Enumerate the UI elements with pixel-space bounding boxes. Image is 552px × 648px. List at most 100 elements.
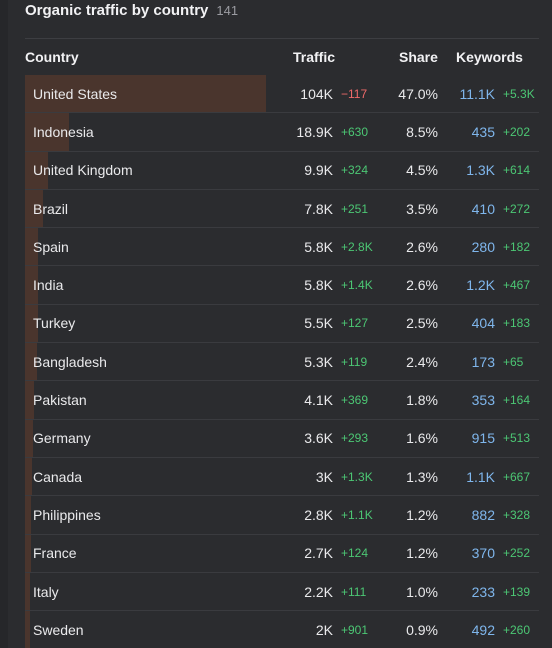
country-name[interactable]: France bbox=[33, 545, 77, 562]
keywords-value[interactable]: 882 bbox=[471, 506, 495, 523]
share-value: 2.6% bbox=[406, 238, 438, 255]
table-row[interactable]: India 5.8K +1.4K 2.6% 1.2K +467 bbox=[25, 266, 539, 305]
country-name[interactable]: Turkey bbox=[33, 315, 76, 332]
traffic-share-bar bbox=[25, 113, 69, 151]
table-row[interactable]: Pakistan 4.1K +369 1.8% 353 +164 bbox=[25, 381, 539, 420]
traffic-value: 18.9K bbox=[296, 123, 333, 140]
keywords-change: +164 bbox=[503, 393, 531, 408]
column-header-keywords[interactable]: Keywords bbox=[456, 49, 523, 65]
traffic-share-bar bbox=[25, 381, 35, 419]
table-row[interactable]: Brazil 7.8K +251 3.5% 410 +272 bbox=[25, 189, 539, 229]
table-row[interactable]: Indonesia 18.9K +630 8.5% 435 +202 bbox=[25, 113, 539, 152]
country-name[interactable]: Spain bbox=[33, 238, 69, 255]
table-row[interactable]: Canada 3K +1.3K 1.3% 1.1K +667 bbox=[25, 457, 539, 497]
table-row[interactable]: France 2.7K +124 1.2% 370 +252 bbox=[25, 534, 539, 573]
keywords-value[interactable]: 435 bbox=[471, 123, 495, 140]
traffic-change: +127 bbox=[341, 316, 369, 331]
table-row[interactable]: Philippines 2.8K +1.1K 1.2% 882 +328 bbox=[25, 496, 539, 535]
column-header-country[interactable]: Country bbox=[25, 49, 79, 65]
table-row[interactable]: United Kingdom 9.9K +324 4.5% 1.3K +614 bbox=[25, 151, 539, 190]
country-table-body: United States 104K −117 47.0% 11.1K +5.3K Indo… bbox=[25, 75, 539, 648]
keywords-change: +614 bbox=[503, 163, 531, 178]
traffic-change: +324 bbox=[341, 163, 369, 178]
keywords-value[interactable]: 370 bbox=[471, 545, 495, 562]
share-value: 0.9% bbox=[406, 621, 438, 638]
keywords-value[interactable]: 404 bbox=[471, 315, 495, 332]
share-value: 2.4% bbox=[406, 353, 438, 370]
column-header-traffic[interactable]: Traffic bbox=[293, 49, 336, 65]
traffic-value: 2.2K bbox=[304, 583, 333, 600]
traffic-share-bar bbox=[25, 534, 32, 572]
share-value: 1.6% bbox=[406, 430, 438, 447]
keywords-value[interactable]: 915 bbox=[471, 430, 495, 447]
country-name[interactable]: Germany bbox=[33, 430, 91, 447]
keywords-change: +139 bbox=[503, 584, 531, 599]
keywords-change: +5.3K bbox=[503, 86, 535, 101]
traffic-value: 3K bbox=[315, 468, 333, 485]
traffic-value: 4.1K bbox=[304, 392, 333, 409]
keywords-change: +202 bbox=[503, 124, 531, 139]
traffic-share-bar bbox=[25, 572, 31, 611]
table-row[interactable]: Spain 5.8K +2.8K 2.6% 280 +182 bbox=[25, 228, 539, 267]
keywords-value[interactable]: 1.3K bbox=[466, 162, 495, 179]
keywords-value[interactable]: 1.2K bbox=[466, 277, 495, 294]
keywords-value[interactable]: 11.1K bbox=[459, 85, 495, 102]
share-value: 47.0% bbox=[398, 85, 438, 102]
keywords-value[interactable]: 492 bbox=[471, 621, 495, 638]
traffic-change: +1.4K bbox=[341, 278, 373, 293]
keywords-change: +513 bbox=[503, 431, 531, 446]
country-name[interactable]: Pakistan bbox=[33, 392, 87, 409]
keywords-change: +272 bbox=[503, 201, 531, 216]
country-name[interactable]: Indonesia bbox=[33, 123, 94, 140]
traffic-share-bar bbox=[25, 496, 32, 534]
table-row[interactable]: Bangladesh 5.3K +119 2.4% 173 +65 bbox=[25, 343, 539, 382]
keywords-change: +328 bbox=[503, 507, 531, 522]
traffic-value: 7.8K bbox=[304, 200, 333, 217]
traffic-value: 5.3K bbox=[304, 353, 333, 370]
traffic-value: 2.8K bbox=[304, 506, 333, 523]
country-name[interactable]: United States bbox=[33, 85, 118, 102]
share-value: 8.5% bbox=[406, 123, 438, 140]
column-header-share[interactable]: Share bbox=[399, 49, 438, 65]
country-name[interactable]: Brazil bbox=[33, 200, 69, 217]
traffic-share-bar bbox=[25, 304, 38, 343]
country-name[interactable]: Italy bbox=[33, 583, 59, 600]
table-row[interactable]: Germany 3.6K +293 1.6% 915 +513 bbox=[25, 419, 539, 458]
country-name[interactable]: India bbox=[33, 277, 64, 294]
country-name[interactable]: Sweden bbox=[33, 621, 84, 638]
keywords-value[interactable]: 173 bbox=[471, 353, 495, 370]
keywords-change: +252 bbox=[503, 546, 531, 561]
traffic-change: +630 bbox=[341, 124, 369, 139]
share-value: 1.2% bbox=[406, 506, 438, 523]
widget-title: Organic traffic by country bbox=[25, 2, 209, 19]
keywords-change: +182 bbox=[503, 239, 531, 254]
country-name[interactable]: Canada bbox=[33, 468, 83, 485]
traffic-share-bar bbox=[25, 457, 32, 496]
widget-header: Organic traffic by country 141 bbox=[25, 2, 238, 22]
keywords-value[interactable]: 353 bbox=[471, 392, 495, 409]
traffic-share-bar bbox=[25, 343, 38, 381]
table-header: Country Traffic Share Keywords bbox=[25, 38, 539, 75]
traffic-value: 5.8K bbox=[304, 277, 333, 294]
country-name[interactable]: United Kingdom bbox=[33, 162, 133, 179]
traffic-change: +901 bbox=[341, 622, 369, 637]
traffic-share-bar bbox=[25, 189, 43, 228]
keywords-value[interactable]: 280 bbox=[471, 238, 495, 255]
traffic-value: 9.9K bbox=[304, 162, 333, 179]
keywords-value[interactable]: 410 bbox=[471, 200, 495, 217]
keywords-value[interactable]: 1.1K bbox=[466, 468, 495, 485]
country-name[interactable]: Philippines bbox=[33, 506, 101, 523]
table-row[interactable]: Sweden 2K +901 0.9% 492 +260 bbox=[25, 611, 539, 648]
country-name[interactable]: Bangladesh bbox=[33, 353, 107, 370]
traffic-value: 3.6K bbox=[304, 430, 333, 447]
keywords-value[interactable]: 233 bbox=[471, 583, 495, 600]
table-row[interactable]: Turkey 5.5K +127 2.5% 404 +183 bbox=[25, 304, 539, 344]
traffic-share-bar bbox=[25, 611, 30, 648]
traffic-change: −117 bbox=[341, 86, 368, 101]
traffic-value: 5.5K bbox=[304, 315, 333, 332]
table-row[interactable]: United States 104K −117 47.0% 11.1K +5.3K bbox=[25, 75, 539, 114]
traffic-share-bar bbox=[25, 75, 266, 113]
table-row[interactable]: Italy 2.2K +111 1.0% 233 +139 bbox=[25, 572, 539, 612]
share-value: 2.6% bbox=[406, 277, 438, 294]
share-value: 4.5% bbox=[406, 162, 438, 179]
